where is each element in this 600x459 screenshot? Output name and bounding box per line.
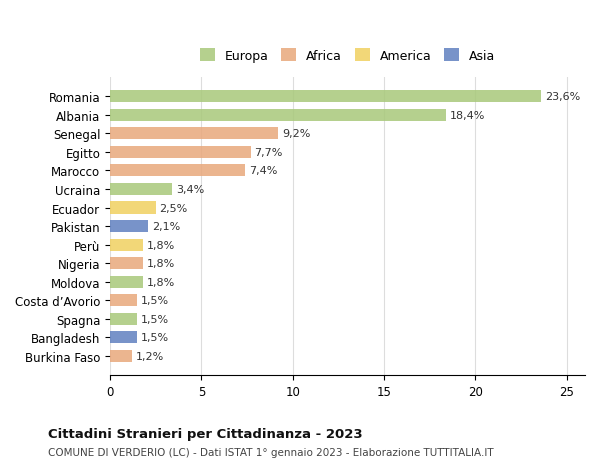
Text: 1,5%: 1,5% <box>141 296 169 305</box>
Text: 7,4%: 7,4% <box>249 166 277 176</box>
Bar <box>110 165 245 177</box>
Text: 1,8%: 1,8% <box>146 258 175 269</box>
Bar <box>110 331 137 343</box>
Bar <box>110 239 143 251</box>
Bar <box>110 350 132 362</box>
Bar <box>110 257 143 269</box>
Bar <box>110 128 278 140</box>
Text: 2,5%: 2,5% <box>160 203 188 213</box>
Text: 1,5%: 1,5% <box>141 314 169 324</box>
Text: 23,6%: 23,6% <box>545 92 580 102</box>
Bar <box>110 313 137 325</box>
Text: 3,4%: 3,4% <box>176 185 204 195</box>
Legend: Europa, Africa, America, Asia: Europa, Africa, America, Asia <box>196 45 499 66</box>
Bar <box>110 220 148 233</box>
Text: 18,4%: 18,4% <box>450 111 485 121</box>
Bar <box>110 110 446 122</box>
Bar <box>110 276 143 288</box>
Bar <box>110 202 156 214</box>
Text: 1,5%: 1,5% <box>141 332 169 342</box>
Text: 9,2%: 9,2% <box>282 129 310 139</box>
Text: 1,2%: 1,2% <box>136 351 164 361</box>
Text: Cittadini Stranieri per Cittadinanza - 2023: Cittadini Stranieri per Cittadinanza - 2… <box>48 427 362 440</box>
Text: 7,7%: 7,7% <box>254 148 283 157</box>
Text: 1,8%: 1,8% <box>146 240 175 250</box>
Text: 1,8%: 1,8% <box>146 277 175 287</box>
Bar <box>110 184 172 196</box>
Bar <box>110 146 251 159</box>
Bar <box>110 91 541 103</box>
Bar <box>110 295 137 307</box>
Text: 2,1%: 2,1% <box>152 222 181 231</box>
Text: COMUNE DI VERDERIO (LC) - Dati ISTAT 1° gennaio 2023 - Elaborazione TUTTITALIA.I: COMUNE DI VERDERIO (LC) - Dati ISTAT 1° … <box>48 448 494 458</box>
